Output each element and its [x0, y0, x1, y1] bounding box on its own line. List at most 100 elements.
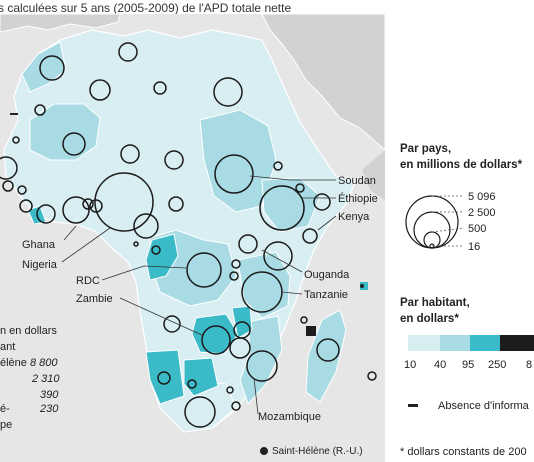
leader-nigeria: [61, 227, 111, 263]
left-panel-line2: ant: [0, 341, 15, 353]
aid-circle-tunisia: [118, 42, 138, 62]
left-row-name-5: pe: [0, 419, 12, 431]
aid-circle-algeria: [89, 79, 111, 101]
aid-circle-djibouti: [295, 183, 305, 193]
saint-helene-dot: [260, 447, 268, 455]
footnote: * dollars constants de 200: [400, 446, 527, 458]
left-row-value-1: 8 800: [30, 357, 58, 369]
aid-circle-chad: [164, 150, 184, 170]
label-rdc: RDC: [76, 275, 100, 287]
aid-circle-sao-tome: [133, 241, 139, 247]
middle-east-land: [261, 13, 386, 152]
legend-break-250: 250: [488, 359, 506, 371]
madagascar-neighbour-land: [362, 150, 385, 200]
aid-circle-guinea-bissau: [17, 185, 27, 195]
legend-size-value-2: 2 500: [468, 207, 496, 219]
leader-tanzanie: [281, 291, 303, 295]
legend-swatch-95-250: [470, 335, 500, 351]
aid-circle-botswana: [187, 379, 197, 389]
leader-rdc: [101, 265, 187, 281]
legend-color-title-1: Par habitant,: [400, 297, 470, 309]
legend-color: Par habitant, en dollars* 10 40 95 250 8: [400, 297, 534, 371]
left-panel-line1: n en dollars: [0, 325, 57, 337]
leader-mozambique: [253, 377, 259, 415]
aid-circle-angola: [163, 315, 181, 333]
botswana-tier3: [183, 357, 219, 397]
aid-circle-guinea: [19, 199, 33, 213]
aid-circle-ghana: [62, 196, 90, 224]
label-zambie: Zambie: [76, 293, 113, 305]
leader-kenya: [317, 215, 337, 231]
namibia-tier3: [145, 349, 185, 405]
left-row-name-4: é-: [0, 403, 10, 415]
aid-circle-egypt: [213, 77, 243, 107]
aid-circles: [0, 42, 377, 428]
legend-break-95: 95: [462, 359, 474, 371]
leader-zambie: [119, 297, 205, 337]
madagascar-tier2: [305, 309, 347, 403]
left-row-value-2: 2 310: [31, 373, 60, 385]
left-row-value-3: 390: [40, 389, 59, 401]
leader-soudan: [249, 175, 336, 181]
sahel-tier2: [29, 103, 101, 161]
aid-circle-gambia: [2, 180, 14, 192]
congo-tier3: [145, 233, 179, 281]
aid-circle-niger: [120, 144, 140, 164]
legend-circle-500: [423, 231, 441, 249]
aid-circle-rwanda: [231, 259, 241, 269]
aid-circle-senegal: [0, 156, 18, 180]
label-mozambique: Mozambique: [258, 411, 321, 423]
aid-circle-namibia: [157, 371, 171, 385]
aid-circle-drc: [186, 252, 222, 288]
absence-label: Absence d'informa: [438, 400, 530, 412]
legend-size: Par pays, en millions de dollars* 5 096 …: [400, 143, 523, 253]
aid-circle-sierra-leone: [36, 204, 56, 224]
legend-break-10: 10: [404, 359, 416, 371]
legend-size-value-3: 500: [468, 223, 486, 235]
legend-circle-2500: [413, 211, 451, 249]
aid-circle-zimbabwe: [229, 337, 251, 359]
aid-circle-tanzania: [263, 241, 293, 271]
leader-ghana: [63, 225, 77, 241]
morocco-tier2: [21, 41, 67, 93]
label-kenya: Kenya: [338, 211, 370, 223]
aid-circle-libya: [153, 81, 167, 95]
map-subtitle: s calculées sur 5 ans (2005-2009) de l'A…: [0, 1, 292, 15]
aid-circle-cape-verde: [12, 136, 20, 144]
legend-break-40: 40: [434, 359, 446, 371]
left-row-name-1: élène: [0, 357, 27, 369]
aid-circle-lesotho: [231, 401, 241, 411]
aid-circle-swaziland: [226, 386, 234, 394]
legend-circle-5096: [405, 195, 459, 249]
legend-swatch-250-plus: [500, 335, 534, 351]
left-panel: n en dollars ant élène 8 800 2 310 390 é…: [0, 325, 60, 431]
label-ouganda: Ouganda: [304, 269, 350, 281]
aid-circle-eritrea: [273, 161, 283, 171]
zambia-tier3: [191, 313, 239, 355]
ethiopia-tier2: [261, 177, 321, 233]
mozambique-tier2: [239, 315, 283, 405]
aid-circle-sudan: [214, 154, 254, 194]
aid-circle-comoros: [300, 316, 308, 324]
europe-land: [0, 13, 121, 33]
aid-circle-burundi: [229, 271, 239, 281]
aid-circle-morocco: [39, 55, 65, 81]
aid-circle-zambia: [201, 325, 231, 355]
aid-circle-nigeria: [94, 172, 154, 232]
aid-circle-mozambique: [246, 350, 278, 382]
aid-circle-kenya: [302, 228, 318, 244]
aid-circle-south-africa: [184, 396, 216, 428]
legend-leader-500: [431, 227, 465, 233]
legend-size-value-4: 16: [468, 241, 480, 253]
no-data-marker-western-sahara: [10, 113, 18, 115]
aid-circle-togo: [82, 198, 94, 210]
label-soudan: Soudan: [338, 175, 376, 187]
reunion-dot: [360, 284, 364, 288]
seychelles-tier4: [306, 326, 316, 336]
legend-break-last: 8: [526, 359, 532, 371]
aid-circle-cameroon: [133, 213, 159, 239]
aid-circle-gabon: [151, 245, 161, 255]
aid-circle-somalia: [313, 193, 331, 211]
leader-lines: [61, 175, 337, 415]
